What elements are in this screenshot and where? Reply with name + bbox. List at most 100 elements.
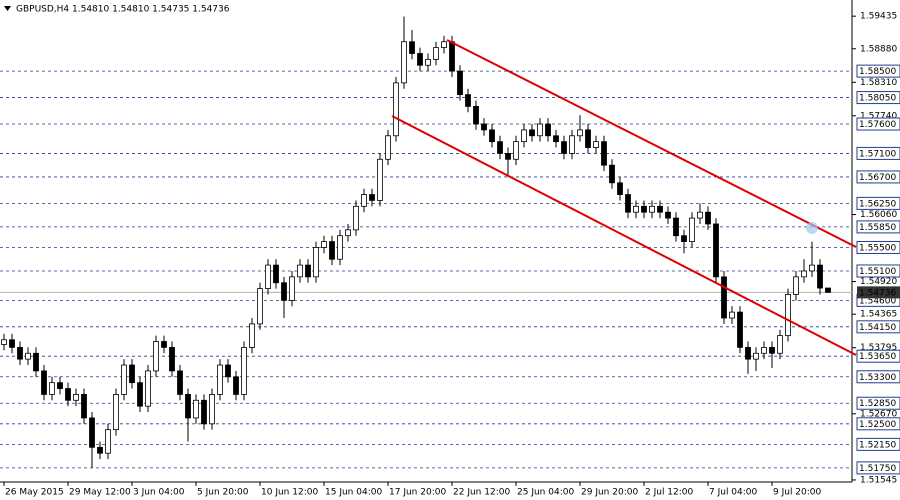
candle-body	[401, 41, 407, 84]
level-label: 1.56250	[859, 199, 896, 209]
candle-body	[713, 223, 719, 278]
candle-body	[65, 388, 71, 401]
level-box	[856, 220, 900, 234]
candle-body	[417, 53, 423, 66]
level-label: 1.53650	[859, 352, 896, 362]
level-box	[856, 417, 900, 431]
candle-body	[633, 205, 639, 213]
last-price-label: 1.54736	[859, 288, 896, 298]
level-label: 1.58050	[859, 94, 896, 104]
candle-body	[825, 287, 831, 293]
candle-body	[113, 394, 119, 431]
y-tick-label: 1.58880	[860, 44, 897, 54]
x-tick-label: 3 Jun 04:00	[133, 488, 185, 498]
candle-body	[329, 241, 335, 260]
candle-body	[601, 141, 607, 166]
y-tick-label: 1.54365	[860, 310, 897, 320]
channel-upper	[446, 39, 857, 248]
last-price-box	[857, 286, 900, 299]
candle-body	[1, 339, 7, 345]
candle-body	[721, 276, 727, 319]
level-box	[856, 396, 900, 410]
level-box	[856, 91, 900, 105]
level-box	[856, 240, 900, 254]
level-label: 1.58500	[859, 67, 896, 77]
candle-body	[97, 446, 103, 454]
candle-body	[17, 346, 23, 360]
candle-body	[241, 346, 247, 395]
x-tick-label: 26 May 2015	[5, 488, 64, 498]
candle-body	[209, 394, 215, 425]
candle-body	[609, 164, 615, 184]
candle-body	[529, 129, 535, 137]
x-tick-label: 5 Jun 20:00	[197, 488, 249, 498]
candle-body	[353, 205, 359, 231]
candle-body	[809, 264, 815, 272]
candle-body	[425, 58, 431, 66]
level-label: 1.52500	[859, 420, 896, 430]
candle-body	[593, 141, 599, 148]
candle-body	[673, 217, 679, 237]
x-tick-label: 29 Jun 20:00	[581, 488, 638, 498]
candle-body	[137, 382, 143, 407]
candle-body	[9, 339, 15, 348]
candle-body	[297, 264, 303, 278]
candle-body	[409, 41, 415, 54]
level-box	[856, 146, 900, 160]
candle-body	[257, 288, 263, 325]
x-tick-label: 29 May 12:00	[69, 488, 131, 498]
candle-body	[497, 141, 503, 154]
level-box	[856, 349, 900, 363]
channel-lower	[391, 115, 857, 356]
candle-body	[217, 364, 223, 395]
levels	[0, 70, 852, 469]
level-box	[856, 461, 900, 475]
y-tick-label: 1.59435	[860, 12, 897, 22]
candle-body	[305, 264, 311, 278]
candle-body	[361, 194, 367, 207]
level-box	[856, 437, 900, 451]
y-tick-label: 1.54920	[860, 277, 897, 287]
level-label: 1.54150	[859, 323, 896, 333]
level-box	[856, 370, 900, 384]
level-box	[856, 196, 900, 210]
candle-body	[185, 394, 191, 419]
candle-body	[801, 270, 807, 278]
level-box	[856, 320, 900, 334]
candle-body	[321, 241, 327, 248]
candle-body	[153, 341, 159, 372]
candle-body	[449, 41, 455, 72]
candle-body	[585, 129, 591, 148]
candle-body	[433, 47, 439, 60]
candle-body	[489, 129, 495, 143]
level-label: 1.54600	[859, 296, 896, 306]
candle-body	[145, 370, 151, 407]
level-label: 1.52850	[859, 399, 896, 409]
candle-body	[369, 194, 375, 201]
y-tick-label: 1.52670	[860, 409, 897, 419]
level-box	[856, 64, 900, 78]
candle-body	[513, 141, 519, 160]
candle-body	[537, 123, 543, 137]
chart-title: GBPUSD,H4 1.54810 1.54810 1.54735 1.5473…	[16, 5, 230, 15]
candle-body	[89, 417, 95, 448]
candle-body	[569, 135, 575, 154]
level-box	[856, 117, 900, 131]
y-tick-label: 1.58310	[860, 78, 897, 88]
candle-body	[785, 294, 791, 337]
candle-body	[657, 205, 663, 213]
candle-body	[73, 394, 79, 401]
candle-body	[473, 105, 479, 125]
level-label: 1.57600	[859, 120, 896, 130]
candle-body	[337, 235, 343, 260]
candle-body	[81, 394, 87, 419]
candle-body	[169, 346, 175, 372]
line-anchor[interactable]	[806, 222, 818, 234]
candle-body	[233, 376, 239, 395]
menu-arrow[interactable]	[4, 6, 11, 11]
candle-body	[729, 311, 735, 319]
x-tick-label: 22 Jun 12:00	[453, 488, 510, 498]
level-label: 1.55500	[859, 243, 896, 253]
